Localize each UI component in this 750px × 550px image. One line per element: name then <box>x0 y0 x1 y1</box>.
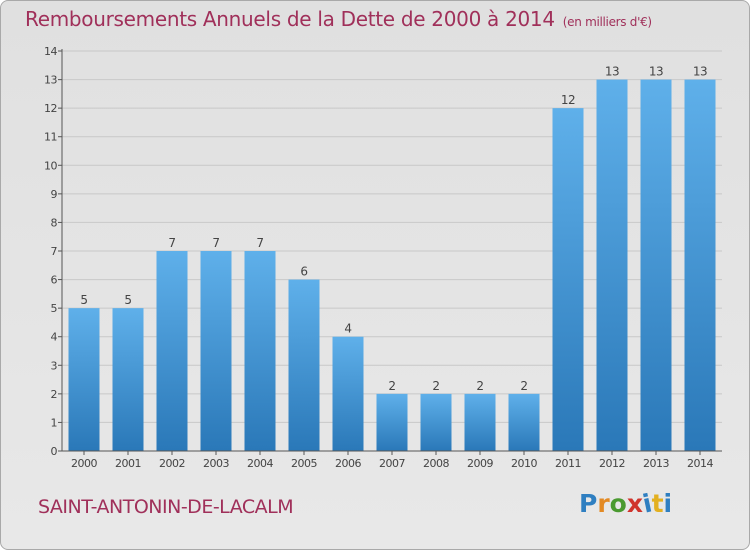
y-tick-label: 10 <box>44 159 57 172</box>
y-tick-label: 9 <box>51 188 58 201</box>
x-tick-label: 2008 <box>423 457 449 470</box>
logo-letter: o <box>609 489 627 518</box>
title-text: Remboursements Annuels de la Dette de 20… <box>25 7 555 31</box>
data-label: 4 <box>344 322 351 336</box>
data-label: 13 <box>605 65 619 79</box>
x-tick-label: 2000 <box>71 457 97 470</box>
data-label: 5 <box>80 293 87 307</box>
bars: 5 5 7 7 7 6 4 2 2 2 2 12 13 13 13 <box>68 65 716 452</box>
y-tick-label: 11 <box>44 131 57 144</box>
data-label: 2 <box>476 379 483 393</box>
title-unit: (en milliers d'€) <box>562 15 652 29</box>
x-tick-label: 2010 <box>511 457 537 470</box>
logo-letter: t <box>651 489 664 518</box>
data-label: 13 <box>649 65 663 79</box>
bar <box>684 79 716 452</box>
bar <box>508 393 540 451</box>
x-tick-label: 2011 <box>555 457 581 470</box>
y-tick-label: 7 <box>51 245 58 258</box>
bar <box>376 393 408 451</box>
bar <box>288 279 320 451</box>
x-tick-label: 2004 <box>247 457 273 470</box>
bar <box>156 251 188 451</box>
y-tick-label: 3 <box>51 359 58 372</box>
bar <box>552 108 584 452</box>
y-tick-label: 6 <box>51 274 58 287</box>
data-label: 13 <box>693 65 707 79</box>
data-label: 7 <box>256 236 263 250</box>
y-tick-label: 12 <box>44 102 57 115</box>
y-tick-label: 13 <box>44 74 57 87</box>
bar <box>640 79 672 452</box>
chart-title: Remboursements Annuels de la Dette de 20… <box>25 7 652 31</box>
data-label: 7 <box>168 236 175 250</box>
bar <box>244 251 276 451</box>
data-label: 2 <box>520 379 527 393</box>
logo-letter: r <box>597 489 610 518</box>
logo-letter: i <box>663 489 673 518</box>
logo-letter: x <box>626 489 643 518</box>
data-label: 6 <box>300 265 307 279</box>
y-tick-label: 14 <box>44 45 57 58</box>
bar <box>596 79 628 452</box>
bar <box>332 336 364 451</box>
bar <box>112 308 144 451</box>
y-tick-label: 5 <box>51 302 58 315</box>
data-label: 12 <box>561 93 575 107</box>
x-tick-label: 2006 <box>335 457 361 470</box>
x-tick-label: 2014 <box>687 457 713 470</box>
place-name: SAINT-ANTONIN-DE-LACALM <box>38 496 294 518</box>
x-tick-label: 2009 <box>467 457 493 470</box>
x-tick-label: 2012 <box>599 457 625 470</box>
data-label: 7 <box>212 236 219 250</box>
data-label: 2 <box>388 379 395 393</box>
bar <box>420 393 452 451</box>
data-label: 5 <box>124 293 131 307</box>
x-tick-label: 2001 <box>115 457 141 470</box>
y-tick-label: 8 <box>51 216 58 229</box>
bar <box>200 251 232 451</box>
x-tick-label: 2013 <box>643 457 669 470</box>
y-tick-label: 1 <box>51 416 58 429</box>
y-tick-label: 0 <box>51 445 58 458</box>
bar <box>464 393 496 451</box>
y-tick-label: 4 <box>51 331 58 344</box>
bar <box>68 308 100 451</box>
data-label: 2 <box>432 379 439 393</box>
proxiti-logo: Proxiti <box>579 488 673 518</box>
x-tick-label: 2002 <box>159 457 185 470</box>
x-tick-label: 2005 <box>291 457 317 470</box>
y-tick-label: 2 <box>51 388 58 401</box>
x-tick-label: 2007 <box>379 457 405 470</box>
x-tick-label: 2003 <box>203 457 229 470</box>
logo-letter: P <box>579 489 598 518</box>
